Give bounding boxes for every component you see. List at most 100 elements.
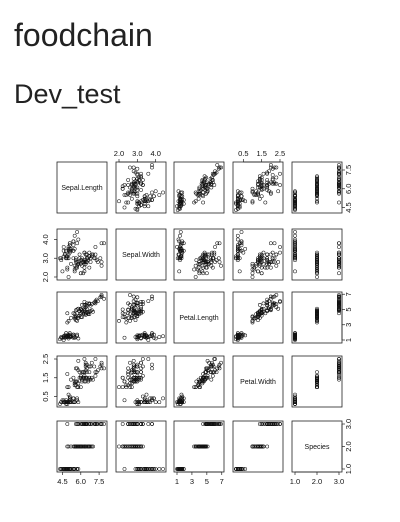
data-point bbox=[177, 205, 182, 210]
data-point bbox=[60, 269, 65, 274]
data-point bbox=[177, 269, 182, 274]
tick-label: 1.5 bbox=[41, 373, 50, 383]
data-point bbox=[139, 302, 143, 307]
data-point bbox=[315, 269, 319, 274]
data-point bbox=[144, 467, 149, 471]
panel-Species-vs-Sepal.Length bbox=[56, 420, 108, 473]
tick-label: 7 bbox=[344, 292, 353, 296]
data-point bbox=[139, 299, 143, 304]
data-point bbox=[237, 269, 242, 274]
data-point bbox=[61, 467, 66, 471]
data-point bbox=[259, 306, 264, 311]
data-point bbox=[135, 208, 140, 212]
data-point bbox=[202, 250, 207, 255]
data-point bbox=[250, 190, 255, 195]
data-point bbox=[209, 362, 214, 367]
tick-label: 2.5 bbox=[275, 149, 285, 158]
data-point bbox=[261, 256, 266, 261]
data-point bbox=[217, 260, 222, 264]
data-point bbox=[140, 422, 145, 426]
data-point bbox=[250, 319, 255, 323]
data-point bbox=[243, 333, 248, 338]
data-point bbox=[82, 269, 87, 274]
data-point bbox=[78, 315, 83, 319]
data-point bbox=[196, 262, 201, 266]
data-point bbox=[122, 444, 127, 449]
data-point bbox=[128, 312, 132, 316]
data-point bbox=[88, 260, 93, 264]
data-point bbox=[133, 444, 138, 449]
data-point bbox=[210, 370, 215, 375]
data-point bbox=[259, 422, 264, 426]
data-point bbox=[274, 422, 279, 426]
data-point bbox=[208, 256, 213, 261]
data-point bbox=[72, 269, 77, 274]
data-point bbox=[146, 204, 151, 209]
data-point bbox=[87, 302, 92, 307]
data-point bbox=[67, 400, 72, 405]
data-point bbox=[83, 375, 88, 380]
data-point bbox=[140, 444, 145, 449]
data-point bbox=[58, 256, 62, 261]
data-point bbox=[202, 444, 207, 449]
data-point bbox=[88, 256, 93, 261]
data-point bbox=[278, 250, 282, 255]
data-point bbox=[196, 196, 201, 201]
data-point bbox=[120, 186, 125, 191]
data-point bbox=[83, 379, 88, 384]
data-point bbox=[204, 265, 209, 270]
data-point bbox=[293, 250, 297, 255]
panel-frame bbox=[291, 161, 343, 214]
data-point bbox=[293, 200, 297, 205]
data-point bbox=[82, 444, 87, 449]
data-point bbox=[150, 198, 154, 202]
data-point bbox=[126, 366, 131, 371]
data-point bbox=[337, 263, 341, 268]
data-point bbox=[142, 467, 147, 471]
data-point bbox=[96, 368, 100, 373]
tick-label: 3 bbox=[344, 323, 353, 327]
tick-label: 1.5 bbox=[256, 149, 266, 158]
data-point bbox=[96, 260, 100, 264]
data-point bbox=[129, 196, 134, 201]
data-point bbox=[337, 306, 341, 311]
panel-Sepal.Length-vs-Petal.Length bbox=[173, 161, 225, 214]
data-point bbox=[151, 194, 156, 199]
data-point bbox=[259, 194, 264, 199]
data-point bbox=[64, 335, 68, 339]
data-point bbox=[200, 269, 205, 274]
data-point bbox=[74, 366, 78, 371]
data-point bbox=[76, 381, 81, 386]
data-point bbox=[140, 309, 145, 314]
data-point bbox=[117, 199, 121, 204]
data-point bbox=[210, 250, 214, 255]
data-point bbox=[72, 467, 77, 471]
data-point bbox=[76, 359, 81, 363]
data-point bbox=[337, 183, 341, 187]
data-point bbox=[139, 175, 143, 180]
data-point bbox=[102, 366, 106, 371]
data-point bbox=[67, 394, 72, 399]
data-point bbox=[293, 243, 297, 248]
data-point bbox=[243, 467, 248, 471]
data-point bbox=[293, 189, 297, 194]
data-point bbox=[337, 252, 341, 257]
data-point bbox=[82, 258, 87, 263]
data-point bbox=[144, 199, 149, 204]
data-point bbox=[180, 190, 185, 195]
data-point bbox=[65, 400, 70, 405]
data-point bbox=[81, 444, 86, 449]
data-point bbox=[129, 381, 134, 386]
data-point bbox=[337, 301, 341, 306]
data-point bbox=[63, 252, 67, 257]
data-point bbox=[278, 299, 282, 303]
data-point bbox=[128, 185, 132, 190]
data-point bbox=[69, 262, 73, 266]
data-point bbox=[200, 379, 205, 384]
data-point bbox=[203, 252, 208, 257]
data-point bbox=[193, 385, 198, 390]
data-point bbox=[61, 245, 66, 249]
tick-label: 1.0 bbox=[344, 464, 353, 474]
data-point bbox=[81, 422, 86, 426]
data-point bbox=[201, 200, 205, 205]
